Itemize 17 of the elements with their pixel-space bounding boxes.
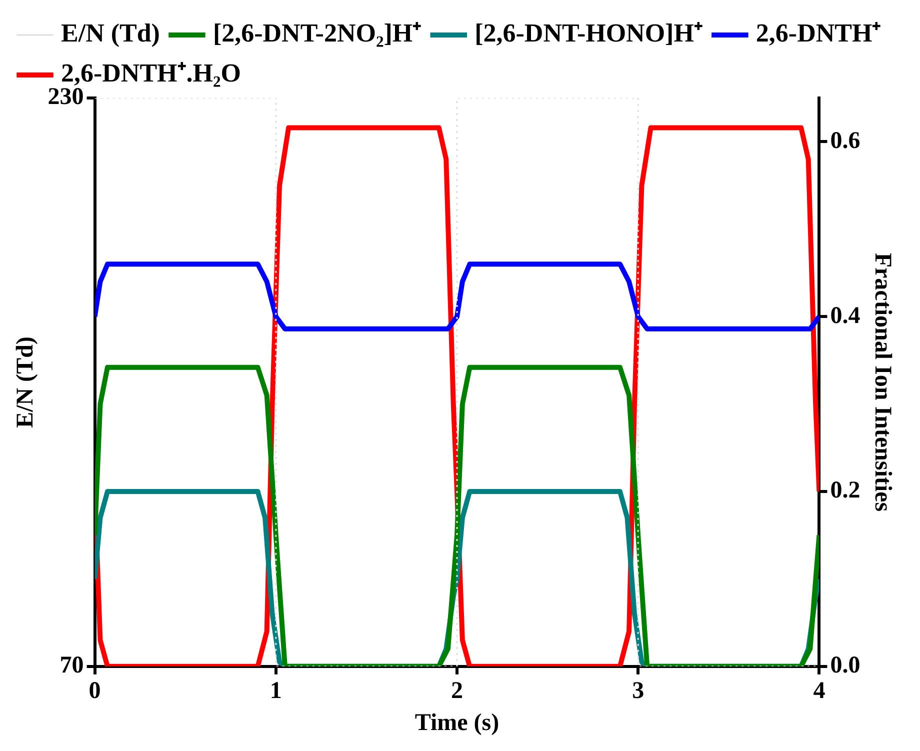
y2-tick-label: 0.4 <box>830 302 860 329</box>
y2-axis-title: Fractional Ion Intensities <box>869 252 896 512</box>
x-tick-label: 4 <box>813 678 826 704</box>
x-tick-label: 3 <box>632 678 644 704</box>
x-tick-label: 0 <box>88 678 101 704</box>
legend-label: [2,6-DNT-2NO₂]H⁺ <box>212 18 422 48</box>
y2-tick-label: 0.2 <box>830 478 860 504</box>
y2-tick-label: 0.6 <box>830 128 860 154</box>
legend-label: E/N (Td) <box>61 18 160 48</box>
x-tick-label: 1 <box>270 678 282 704</box>
legend-label: 2,6-DNTH⁺ <box>756 18 882 48</box>
y-tick-label: 70 <box>60 652 84 679</box>
x-tick-label: 2 <box>451 678 463 704</box>
y2-tick-label: 0.0 <box>830 652 860 679</box>
y-axis-title: E/N (Td) <box>12 336 39 428</box>
x-axis-title: Time (s) <box>414 710 500 736</box>
legend-label: [2,6-DNT-HONO]H⁺ <box>474 18 703 48</box>
